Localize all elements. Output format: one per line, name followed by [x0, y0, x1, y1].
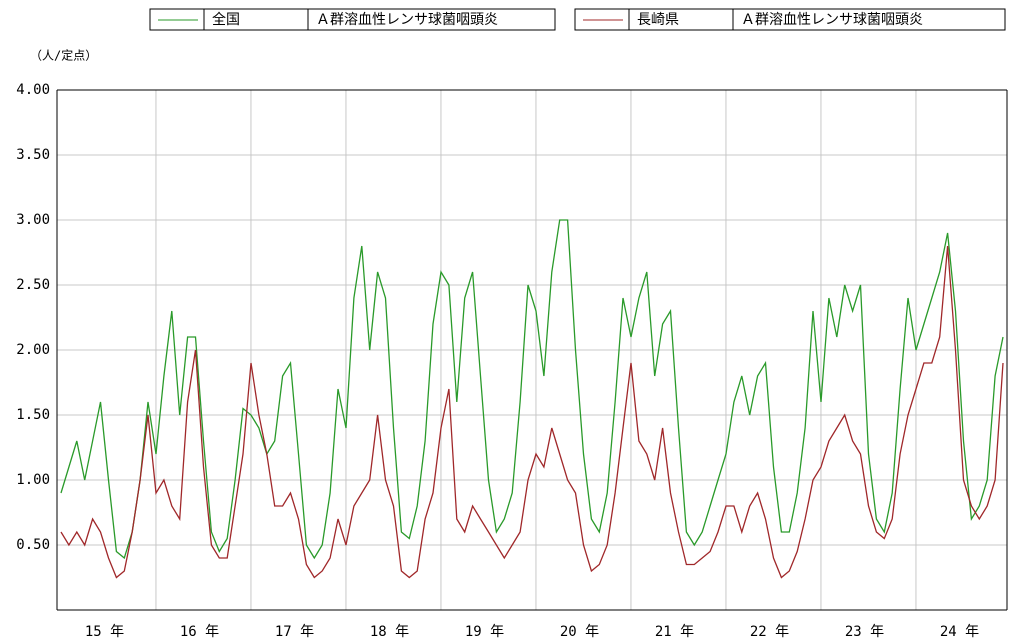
- x-tick-label: 23 年: [845, 624, 884, 640]
- series-line: [60, 219, 1004, 560]
- legend-label: 長崎県: [637, 12, 679, 28]
- y-tick-label: 3.50: [16, 147, 50, 163]
- legend-disease: Ａ群溶血性レンサ球菌咽頭炎: [316, 12, 498, 28]
- x-tick-label: 24 年: [940, 624, 979, 640]
- x-tick-label: 21 年: [655, 624, 694, 640]
- y-tick-label: 1.50: [16, 407, 50, 423]
- legend-box: [149, 8, 556, 31]
- y-tick-label: 0.50: [16, 537, 50, 553]
- x-tick-label: 22 年: [750, 624, 789, 640]
- y-tick-label: 1.00: [16, 472, 50, 488]
- x-tick-label: 20 年: [560, 624, 599, 640]
- series-line: [60, 245, 1004, 579]
- legend-label: 全国: [212, 11, 240, 28]
- legend-disease: Ａ群溶血性レンサ球菌咽頭炎: [741, 12, 923, 28]
- y-tick-label: 3.00: [16, 212, 50, 228]
- x-tick-label: 19 年: [465, 624, 504, 640]
- y-axis-label: （人/定点）: [30, 48, 97, 63]
- x-tick-label: 18 年: [370, 624, 409, 640]
- y-tick-label: 2.00: [16, 342, 50, 358]
- x-tick-label: 17 年: [275, 624, 314, 640]
- legend-box: [574, 8, 1006, 31]
- y-tick-label: 4.00: [16, 82, 50, 98]
- y-tick-label: 2.50: [16, 277, 50, 293]
- x-tick-label: 16 年: [180, 624, 219, 640]
- x-tick-label: 15 年: [85, 624, 124, 640]
